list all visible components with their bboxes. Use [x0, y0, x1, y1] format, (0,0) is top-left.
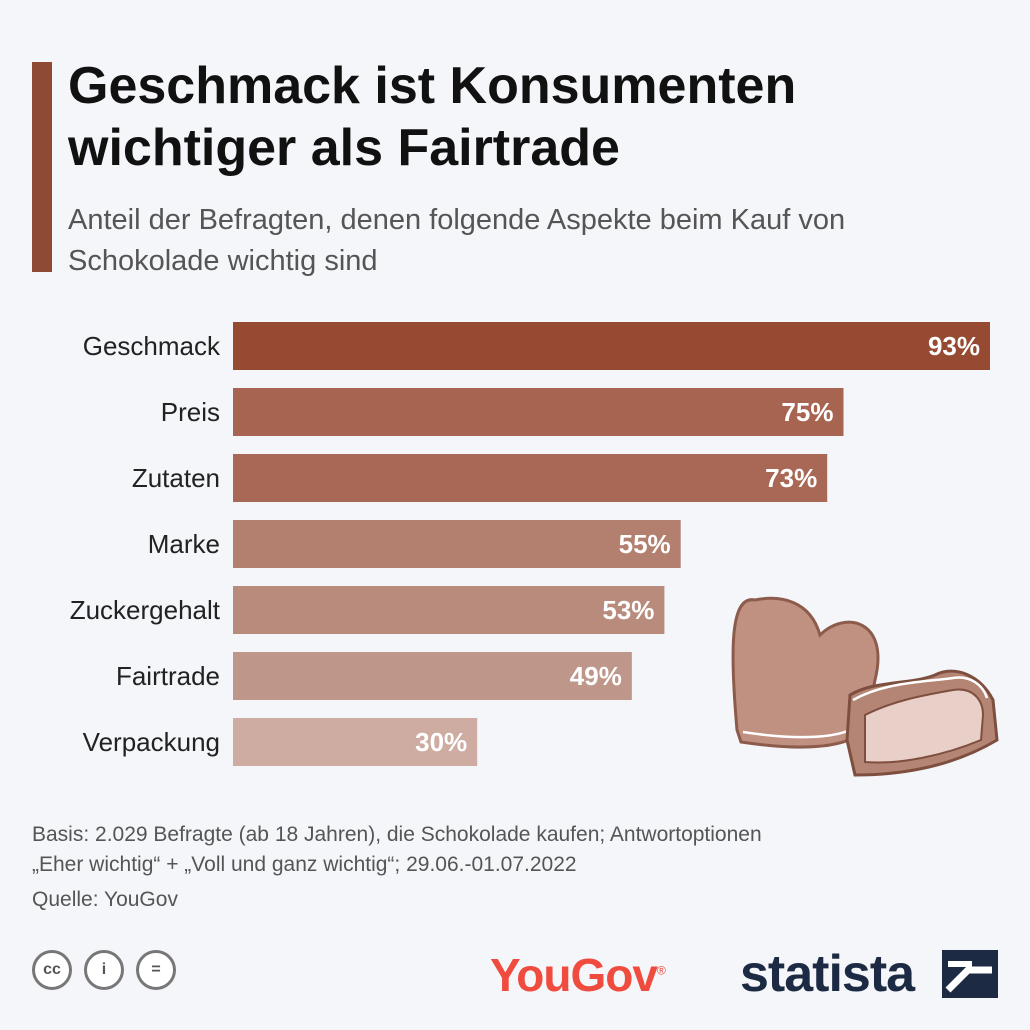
bar-chart: Geschmack 93% Preis 75% Zutaten 73% Marke 55% Zu… — [70, 322, 990, 766]
category-label: Geschmack — [83, 331, 221, 361]
category-label: Zutaten — [132, 463, 220, 493]
bar — [233, 652, 632, 700]
title-accent-bar — [32, 62, 52, 272]
footer-note-line1: Basis: 2.029 Befragte (ab 18 Jahren), di… — [32, 823, 762, 846]
category-label: Fairtrade — [116, 661, 220, 691]
value-label: 73% — [765, 463, 817, 493]
value-label: 55% — [619, 529, 671, 559]
bar — [233, 586, 665, 634]
category-label: Preis — [161, 397, 220, 427]
value-label: 75% — [781, 397, 833, 427]
footer-source: Quelle: YouGov — [32, 888, 178, 911]
yougov-logo[interactable]: YouGov® — [490, 948, 666, 1002]
yougov-logo-text: YouGov — [490, 949, 658, 1001]
bar — [233, 322, 990, 370]
chart-subtitle: Anteil der Befragten, denen folgende Asp… — [68, 204, 846, 277]
no-derivatives-icon[interactable]: = — [136, 950, 176, 990]
chocolate-hearts-illustration — [731, 596, 999, 777]
footer-note: Basis: 2.029 Befragte (ab 18 Jahren), di… — [32, 820, 992, 880]
value-label: 93% — [928, 331, 980, 361]
license-icons: cc i = — [32, 950, 176, 990]
bar — [233, 520, 681, 568]
creative-commons-icon[interactable]: cc — [32, 950, 72, 990]
statista-logo[interactable]: statista — [740, 945, 915, 1003]
bar — [233, 388, 844, 436]
footer-note-line2: „Eher wichtig“ + „Voll und ganz wichtig“… — [32, 853, 577, 876]
attribution-icon[interactable]: i — [84, 950, 124, 990]
category-label: Zuckergehalt — [70, 595, 221, 625]
value-label: 30% — [415, 727, 467, 757]
chart-title: Geschmack ist Konsumenten wichtiger als … — [68, 57, 797, 177]
bar — [233, 454, 828, 502]
category-label: Verpackung — [83, 727, 220, 757]
category-label: Marke — [148, 529, 220, 559]
statista-logo-icon — [942, 950, 998, 998]
yougov-registered-mark: ® — [656, 963, 666, 978]
value-label: 49% — [570, 661, 622, 691]
bar — [233, 718, 478, 766]
value-label: 53% — [602, 595, 654, 625]
